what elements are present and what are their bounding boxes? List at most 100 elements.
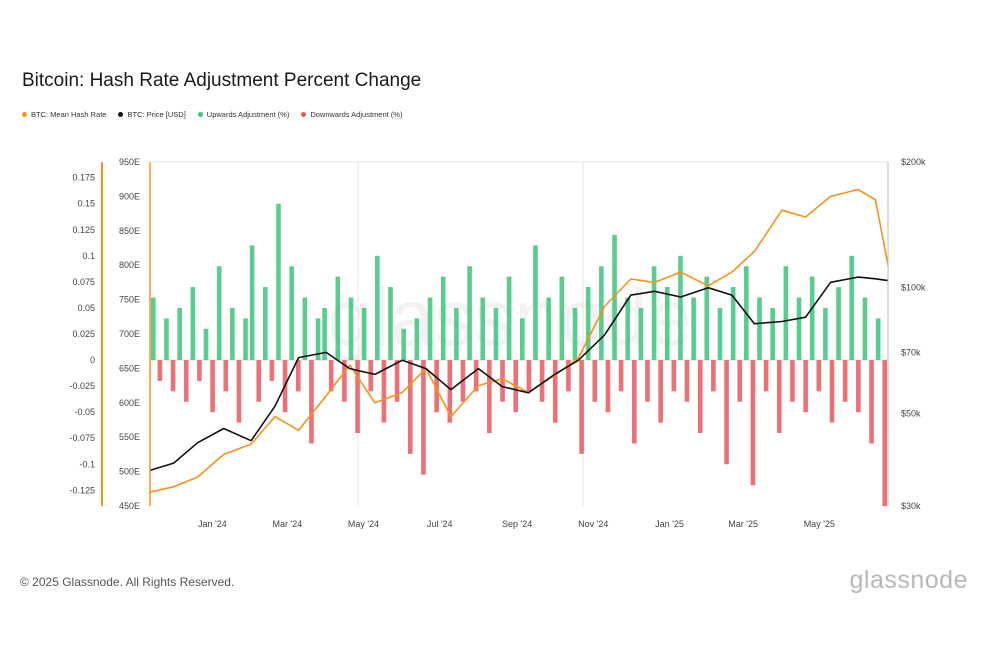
upward-adjustment-bar: [322, 307, 327, 361]
upward-adjustment-bar: [440, 276, 446, 361]
downward-adjustment-bar: [869, 360, 874, 444]
downward-adjustment-bar: [829, 360, 835, 423]
pct-tick-label: 0: [90, 355, 95, 365]
downward-adjustment-bar: [816, 360, 822, 392]
upward-adjustment-bar: [348, 297, 354, 361]
legend-item-hash-rate[interactable]: BTC: Mean Hash Rate: [22, 110, 106, 119]
downward-adjustment-bar: [269, 360, 275, 381]
downward-adjustment-bar: [552, 360, 558, 423]
legend-dot-upwards: [197, 112, 203, 117]
upward-adjustment-bar: [190, 287, 196, 361]
x-tick-label: May '24: [348, 519, 379, 529]
upward-adjustment-bar: [263, 287, 268, 361]
upward-adjustment-bar: [809, 276, 815, 361]
hash-tick-label: 600E: [119, 398, 140, 408]
downward-adjustment-bar: [566, 360, 571, 392]
x-tick-label: Sep '24: [502, 519, 532, 529]
pct-tick-label: -0.05: [74, 407, 95, 417]
downward-adjustment-bar: [183, 360, 189, 402]
upward-adjustment-bar: [519, 318, 525, 361]
upward-adjustment-bar: [230, 307, 235, 361]
upward-adjustment-bar: [664, 287, 670, 361]
downward-adjustment-bar: [882, 360, 888, 506]
legend-item-downwards[interactable]: Downwards Adjustment (%): [301, 110, 402, 119]
downward-adjustment-bar: [526, 360, 532, 392]
downward-adjustment-bar: [295, 360, 301, 392]
downward-adjustment-bar: [697, 360, 703, 434]
hash-tick-label: 800E: [119, 260, 140, 270]
upward-adjustment-bar: [467, 266, 472, 361]
downward-adjustment-bar: [236, 360, 242, 423]
downward-adjustment-bar: [407, 360, 413, 454]
upward-adjustment-bar: [533, 245, 538, 361]
price-tick-label: $200k: [901, 157, 926, 167]
legend-label-downwards: Downwards Adjustment (%): [310, 110, 403, 119]
upward-adjustment-bar: [546, 297, 551, 361]
downward-adjustment-bar: [711, 360, 716, 392]
pct-tick-label: -0.075: [69, 433, 95, 443]
legend-label-hash-rate: BTC: Mean Hash Rate: [31, 110, 107, 119]
legend-item-price[interactable]: BTC: Price [USD]: [118, 110, 186, 119]
downward-adjustment-bar: [842, 360, 848, 402]
upward-adjustment-bar: [150, 297, 156, 361]
downward-adjustment-bar: [309, 360, 314, 444]
price-tick-label: $100k: [901, 283, 926, 293]
downward-adjustment-bar: [447, 360, 453, 423]
downward-adjustment-bar: [473, 360, 479, 392]
upward-adjustment-bar: [375, 255, 380, 361]
hash-tick-label: 650E: [119, 363, 140, 373]
upward-adjustment-bar: [651, 266, 657, 361]
upward-adjustment-bar: [216, 266, 222, 361]
pct-tick-label: -0.025: [69, 381, 95, 391]
downward-adjustment-bar: [671, 360, 677, 392]
upward-adjustment-bar: [493, 307, 499, 361]
upward-adjustment-bar: [480, 297, 486, 361]
downward-adjustment-bar: [605, 360, 611, 413]
upward-adjustment-bar: [289, 266, 294, 361]
downward-adjustment-bar: [381, 360, 387, 423]
upward-adjustment-bar: [572, 307, 578, 361]
chart-title: Bitcoin: Hash Rate Adjustment Percent Ch…: [22, 70, 422, 91]
upward-adjustment-bar: [315, 318, 321, 361]
upward-adjustment-bar: [875, 318, 881, 361]
downward-adjustment-bar: [434, 360, 439, 413]
upward-adjustment-bar: [388, 287, 393, 361]
hash-tick-label: 450E: [119, 501, 140, 511]
upward-adjustment-bar: [249, 245, 255, 361]
downward-adjustment-bar: [618, 360, 624, 392]
downward-adjustment-bar: [355, 360, 360, 434]
adjustment-bars: [150, 203, 888, 506]
legend-item-upwards[interactable]: Upwards Adjustment (%): [197, 110, 289, 119]
pct-tick-label: 0.175: [72, 173, 95, 183]
pct-tick-label: 0.15: [77, 199, 95, 209]
price-line: [149, 276, 889, 472]
upward-adjustment-bar: [823, 307, 828, 361]
upward-adjustment-bar: [243, 318, 248, 361]
legend-label-price: BTC: Price [USD]: [127, 110, 186, 119]
downward-adjustment-bar: [737, 360, 743, 402]
hash-tick-label: 900E: [119, 191, 140, 201]
downward-adjustment-bar: [856, 360, 861, 413]
x-tick-label: Nov '24: [578, 519, 608, 529]
upward-adjustment-bar: [506, 276, 512, 361]
upward-adjustment-bar: [625, 297, 631, 361]
upward-adjustment-bar: [638, 307, 644, 361]
upward-adjustment-bar: [757, 297, 762, 361]
upward-adjustment-bar: [704, 276, 710, 361]
price-tick-label: $70k: [901, 347, 921, 357]
upward-adjustment-bar: [401, 328, 406, 361]
copyright-footer: © 2025 Glassnode. All Rights Reserved.: [20, 575, 235, 589]
upward-adjustment-bar: [361, 307, 367, 361]
upward-adjustment-bar: [203, 328, 209, 361]
hash-tick-label: 550E: [119, 432, 140, 442]
downward-adjustment-bar: [421, 360, 426, 475]
hash-tick-label: 950E: [119, 157, 140, 167]
upward-adjustment-bar: [335, 276, 341, 361]
upward-adjustment-bar: [454, 307, 459, 361]
x-tick-label: Jan '25: [655, 519, 684, 529]
downward-adjustment-bar: [592, 360, 598, 402]
downward-adjustment-bar: [394, 360, 400, 402]
upward-adjustment-bar: [276, 203, 281, 361]
downward-adjustment-bar: [197, 360, 202, 381]
